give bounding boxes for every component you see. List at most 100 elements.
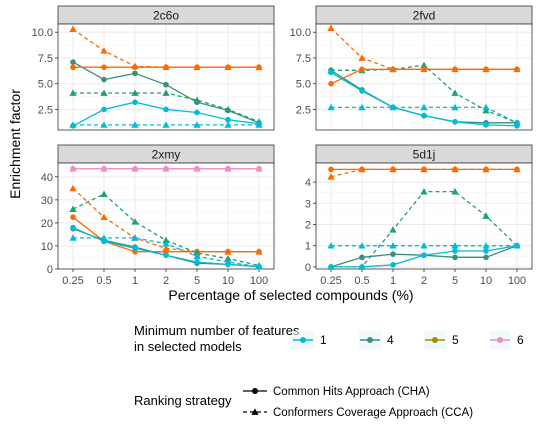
data-point-triangle xyxy=(69,165,77,172)
legend-key-marker xyxy=(432,337,438,343)
data-point-circle xyxy=(70,214,76,220)
legend-strategy-keys: Common Hits Approach (CHA) Conformers Cov… xyxy=(243,386,473,419)
data-point-circle xyxy=(452,118,458,125)
y-tick-label: 40 xyxy=(41,172,53,184)
data-point-circle xyxy=(163,81,169,88)
data-point-circle xyxy=(421,252,427,259)
x-tick-label: 0.5 xyxy=(354,275,369,287)
y-tick-label: 3 xyxy=(305,198,311,210)
data-point-triangle xyxy=(131,234,139,241)
data-point-triangle xyxy=(420,65,428,73)
data-point-circle xyxy=(483,248,489,254)
data-point-triangle xyxy=(255,63,263,71)
data-point-triangle xyxy=(193,121,201,128)
data-point-triangle xyxy=(193,63,201,71)
data-point-triangle xyxy=(482,103,490,111)
data-point-circle xyxy=(390,261,396,268)
data-point-triangle xyxy=(255,248,263,255)
data-point-triangle xyxy=(358,54,366,61)
y-tick-label: 0 xyxy=(47,264,53,276)
data-point-triangle xyxy=(224,105,232,113)
y-tick-label: 2.5 xyxy=(38,104,53,116)
y-tick-label: 5.0 xyxy=(296,79,311,91)
data-point-triangle xyxy=(513,65,521,73)
data-point-triangle xyxy=(162,89,170,96)
legend-color-key-6: 6 xyxy=(489,331,524,349)
data-point-triangle xyxy=(131,218,139,225)
x-tick-label: 0.25 xyxy=(62,275,83,287)
legend-color-key-4: 4 xyxy=(359,331,394,349)
data-point-triangle xyxy=(513,165,521,173)
panel-title: 5d1j xyxy=(413,148,436,162)
data-point-circle xyxy=(359,264,365,270)
data-point-circle xyxy=(359,88,365,94)
data-point-circle xyxy=(390,251,396,257)
panel-title: 2fvd xyxy=(413,9,436,23)
data-point-triangle xyxy=(327,24,335,31)
legend-strategy-title: Ranking strategy xyxy=(134,393,232,408)
y-tick-label: 10 xyxy=(41,241,53,253)
x-tick-label: 5 xyxy=(194,275,200,287)
panel-2fvd: 2fvd 2.5 5.0 7.5 10.0 xyxy=(290,5,533,131)
data-point-triangle xyxy=(513,119,521,126)
legend-color-label: 5 xyxy=(452,333,459,347)
data-point-triangle xyxy=(255,263,263,270)
data-point-circle xyxy=(101,76,107,83)
data-point-triangle xyxy=(358,242,366,249)
data-point-triangle xyxy=(69,121,77,128)
x-tick-label: 100 xyxy=(250,275,268,287)
legend-strategy-label: Conformers Coverage Approach (CCA) xyxy=(273,407,473,419)
chart-panels: 2c6o 2.5 5.0 7.5 10.0 2fvd 2.5 5.0 7.5 10.0 2xmy 0 1… xyxy=(32,5,533,287)
data-point-triangle xyxy=(420,103,428,111)
data-point-circle xyxy=(70,64,76,71)
y-tick-label: 7.5 xyxy=(38,53,53,65)
panel-2xmy: 2xmy 0 10 20 30 40 0.25 0.5 1 2 5 10 100 xyxy=(41,144,275,287)
data-point-triangle xyxy=(131,121,139,128)
data-point-triangle xyxy=(162,236,170,244)
data-point-circle xyxy=(132,245,138,252)
data-point-triangle xyxy=(389,165,397,173)
x-tick-label: 10 xyxy=(480,275,492,287)
data-point-circle xyxy=(328,264,334,270)
data-point-circle xyxy=(483,122,489,128)
y-tick-label: 0 xyxy=(305,262,311,274)
data-point-triangle xyxy=(69,234,77,241)
data-point-triangle xyxy=(389,65,397,73)
data-point-circle xyxy=(70,224,76,231)
data-point-triangle xyxy=(451,89,459,96)
data-point-triangle xyxy=(224,255,232,262)
x-axis-label: Percentage of selected compounds (%) xyxy=(168,287,413,303)
y-tick-label: 30 xyxy=(41,195,53,207)
y-tick-label: 2.5 xyxy=(296,104,311,116)
data-point-circle xyxy=(359,254,365,261)
y-tick-label: 10.0 xyxy=(32,27,53,39)
x-tick-label: 0.25 xyxy=(320,275,341,287)
data-point-triangle xyxy=(193,165,201,172)
data-point-circle xyxy=(452,248,458,254)
data-point-triangle xyxy=(69,89,77,96)
legend-key-marker xyxy=(497,337,503,343)
data-point-triangle xyxy=(224,258,232,265)
series-group xyxy=(327,24,521,129)
data-point-triangle xyxy=(193,252,201,260)
x-tick-label: 2 xyxy=(163,275,169,287)
x-tick-label: 10 xyxy=(222,275,234,287)
data-point-circle xyxy=(101,106,107,113)
legend-color-label: 1 xyxy=(320,333,327,347)
data-point-triangle xyxy=(69,25,77,33)
series-group xyxy=(327,165,521,270)
data-point-triangle xyxy=(327,103,335,111)
legend-strategy-marker-triangle xyxy=(251,408,259,415)
legend-key-marker xyxy=(367,337,373,343)
data-point-triangle xyxy=(100,190,108,197)
data-point-triangle xyxy=(358,103,366,111)
data-point-triangle xyxy=(162,240,170,247)
y-tick-label: 2 xyxy=(305,219,311,231)
data-point-triangle xyxy=(482,65,490,73)
data-point-triangle xyxy=(451,242,459,249)
y-tick-label: 5.0 xyxy=(38,79,53,91)
legend-key-marker xyxy=(300,337,306,343)
legend-strategy-key-cca: Conformers Coverage Approach (CCA) xyxy=(243,407,473,419)
legend-strategy-marker-circle xyxy=(252,388,258,394)
